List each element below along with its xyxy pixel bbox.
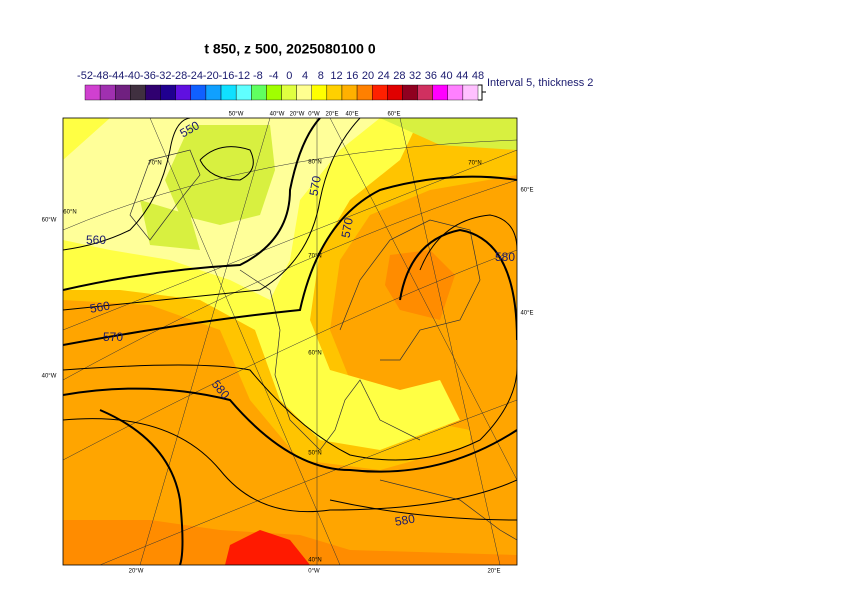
- grid-label: 0°W: [308, 112, 320, 118]
- grid-label: 70°N: [308, 254, 321, 260]
- grid-label: 0°W: [308, 569, 320, 575]
- map-frame: [62, 117, 518, 566]
- colorbar-swatch: [160, 84, 176, 101]
- grid-label: 40°W: [270, 112, 285, 118]
- colorbar-swatch: [402, 84, 418, 101]
- coastlines: [129, 149, 517, 541]
- colorbar-label: -8: [253, 70, 263, 82]
- colorbar-label: -20: [203, 70, 219, 82]
- grid-label: 60°E: [387, 112, 400, 118]
- grid-label: 80°N: [308, 160, 321, 166]
- grid-label: 60°W: [42, 218, 57, 224]
- colorbar-swatch: [220, 84, 237, 101]
- colorbar-label: -44: [108, 70, 124, 82]
- title: t 850, z 500, 2025080100 0: [204, 41, 375, 57]
- colorbar-swatch: [130, 84, 146, 101]
- colorbar-note: Interval 5, thickness 2: [487, 77, 593, 89]
- grid-label: 20°E: [487, 569, 500, 575]
- grid-label: 40°W: [42, 374, 57, 380]
- colorbar-swatch: [190, 84, 207, 101]
- coldest-field: [140, 118, 517, 250]
- grid-label: 70°N: [468, 161, 481, 167]
- colorbar-swatch: [371, 84, 388, 101]
- colorbar-label: 8: [318, 70, 324, 82]
- colorbar-swatch: [175, 84, 192, 101]
- contours: [63, 118, 517, 565]
- colorbar-swatch: [387, 84, 403, 101]
- colorbar-label: -52: [77, 70, 93, 82]
- colorbar-label: -12: [234, 70, 250, 82]
- colorbar-label: -40: [124, 70, 140, 82]
- graticule: [63, 118, 517, 565]
- grid-label: 70°N: [148, 161, 161, 167]
- contour-label: 560: [86, 233, 106, 247]
- grid-label: 40°E: [345, 112, 358, 118]
- colorbar-swatch: [266, 84, 282, 101]
- colorbar-label: 12: [330, 70, 342, 82]
- colorbar-label: -4: [269, 70, 279, 82]
- colorbar-swatch: [281, 84, 297, 101]
- grid-label: 60°E: [520, 188, 533, 194]
- colorbar-swatch: [311, 84, 328, 101]
- contour-label: 570: [339, 216, 356, 238]
- grid-label: 50°N: [308, 451, 321, 457]
- grid-label: 60°N: [308, 351, 321, 357]
- colorbar-label: -28: [171, 70, 187, 82]
- colorbar-label: 32: [409, 70, 421, 82]
- colorbar-swatch: [341, 84, 358, 101]
- contour-label: 560: [89, 298, 111, 315]
- grid-label: 20°W: [290, 112, 305, 118]
- colorbar-swatch: [356, 84, 373, 101]
- contour-label: 570: [103, 330, 123, 344]
- colorbar-swatch: [84, 84, 101, 101]
- colorbar-swatch: [447, 84, 464, 101]
- contour-label: 580: [394, 511, 416, 528]
- grid-label: 20°W: [129, 569, 144, 575]
- colorbar-swatch: [417, 84, 433, 101]
- colorbar: -52 -48 -44 -40 -36 -32 -28 -24 -20 -16 -12 -8 -4 0 4 8…: [77, 70, 593, 101]
- colorbar-label: 20: [362, 70, 374, 82]
- colorbar-swatch: [432, 84, 448, 101]
- colorbar-label: 40: [440, 70, 452, 82]
- colorbar-swatch: [99, 84, 116, 101]
- map: [63, 118, 517, 565]
- colorbar-swatch: [251, 84, 267, 101]
- grid-label: 20°E: [325, 112, 338, 118]
- hot-spot: [385, 250, 455, 320]
- colorbar-swatch: [326, 84, 343, 101]
- colorbar-label: 48: [472, 70, 484, 82]
- colorbar-bracket: [478, 84, 486, 101]
- colorbar-swatch: [145, 84, 161, 101]
- colorbar-label: 0: [286, 70, 292, 82]
- colorbar-label: -32: [156, 70, 172, 82]
- colorbar-swatch: [296, 84, 312, 101]
- colorbar-label: 16: [346, 70, 358, 82]
- contour-label: 580: [495, 250, 515, 264]
- colorbar-label: 28: [393, 70, 405, 82]
- colorbar-label: -16: [219, 70, 235, 82]
- colorbar-label: -36: [140, 70, 156, 82]
- colorbar-swatch: [462, 84, 479, 101]
- colorbar-label: 24: [378, 70, 390, 82]
- colorbar-swatch: [205, 84, 222, 101]
- colorbar-label: 4: [302, 70, 308, 82]
- grid-label: 40°E: [520, 311, 533, 317]
- colorbar-label: -48: [93, 70, 109, 82]
- colorbar-swatch: [235, 84, 252, 101]
- colorbar-label: 36: [425, 70, 437, 82]
- colorbar-label: 44: [456, 70, 468, 82]
- grid-label: 50°W: [229, 112, 244, 118]
- red-spot: [225, 530, 310, 565]
- colorbar-label: -24: [187, 70, 203, 82]
- colorbar-swatch: [115, 84, 131, 101]
- grid-label: 40°N: [308, 558, 321, 564]
- grid-label: 60°N: [63, 210, 76, 216]
- contour-label: 570: [307, 174, 324, 196]
